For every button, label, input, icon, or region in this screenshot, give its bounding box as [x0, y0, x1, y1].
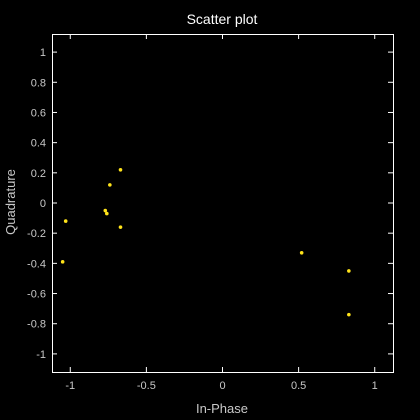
y-tick-label: -0.2 — [27, 228, 46, 240]
y-tick-label: -0.6 — [27, 289, 46, 301]
y-tick-label: -0.8 — [27, 319, 46, 331]
y-tick-label: -0.4 — [27, 258, 46, 270]
x-tick-label: -0.5 — [137, 380, 156, 392]
x-axis-ticks: -1 -0.5 0 0.5 1 — [65, 34, 378, 392]
y-tick-label: 0 — [40, 198, 46, 210]
y-tick-label: -1 — [36, 349, 46, 361]
y-tick-label: 0.4 — [31, 138, 46, 150]
axes-box — [52, 34, 394, 373]
x-tick-label: 0 — [219, 380, 225, 392]
scatter-point — [63, 219, 68, 223]
x-axis-label: In-Phase — [196, 401, 248, 416]
y-tick-label: 1 — [40, 47, 46, 59]
scatter-points — [60, 168, 351, 317]
scatter-point — [299, 250, 304, 255]
scatter-point — [347, 312, 351, 317]
scatter-point — [347, 269, 351, 273]
y-tick-label: 0.6 — [31, 107, 46, 119]
scatter-point — [118, 225, 123, 229]
y-axis-ticks: 1 0.8 0.6 0.4 0.2 0 -0.2 -0.4 -0.6 -0.8 -1 — [27, 47, 393, 361]
scatter-point — [103, 208, 108, 213]
x-tick-label: 0.5 — [291, 380, 306, 392]
scatter-point — [105, 211, 109, 216]
y-tick-label: 0.2 — [31, 168, 46, 180]
x-tick-label: 1 — [372, 380, 378, 392]
scatter-point — [60, 260, 65, 264]
x-tick-label: -1 — [65, 380, 75, 392]
y-tick-label: 0.8 — [31, 77, 46, 89]
y-axis-label: Quadrature — [3, 169, 18, 235]
chart-title: Scatter plot — [187, 11, 258, 27]
scatter-point — [118, 168, 123, 172]
scatter-point — [108, 183, 112, 187]
